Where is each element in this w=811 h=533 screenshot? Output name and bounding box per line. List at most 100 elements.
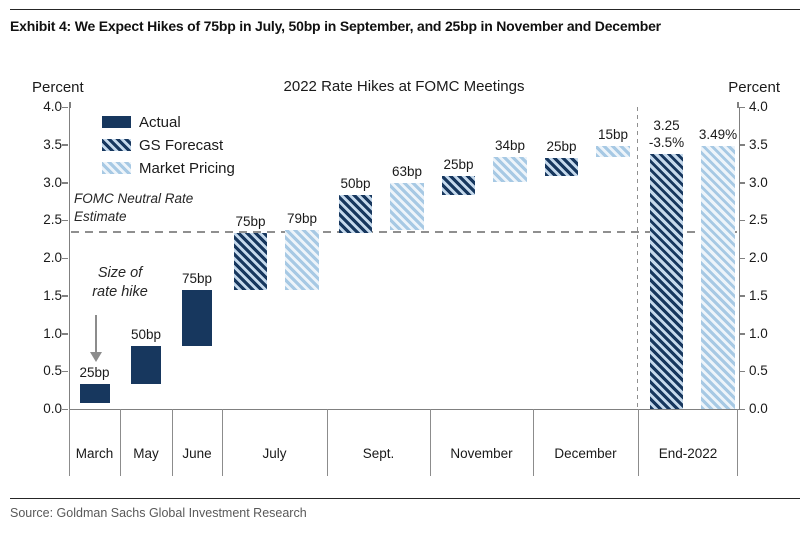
y-axis-tick-label: 1.0 bbox=[749, 325, 768, 341]
x-axis-label: May bbox=[133, 446, 159, 461]
y-axis-tick-right bbox=[739, 333, 745, 335]
y-axis-tick-left bbox=[62, 408, 68, 410]
bar-value-label: 50bp bbox=[340, 176, 371, 192]
bar-value-label: 34bp bbox=[494, 137, 526, 153]
bar-november-market bbox=[493, 156, 527, 183]
bar-end-2022-gs bbox=[650, 153, 683, 409]
y-axis-tick-label: 0.0 bbox=[43, 401, 62, 416]
bar-end-2022-market bbox=[701, 145, 735, 409]
legend-label: Market Pricing bbox=[139, 159, 235, 177]
y-axis-unit-left: Percent bbox=[32, 79, 84, 96]
y-axis-tick-left bbox=[62, 257, 68, 259]
legend-swatch-icon bbox=[102, 116, 131, 128]
bar-december-gs bbox=[545, 157, 578, 177]
y-axis-tick-left bbox=[62, 370, 68, 373]
legend-swatch-icon bbox=[102, 162, 131, 174]
chart-title: 2022 Rate Hikes at FOMC Meetings bbox=[283, 78, 525, 95]
bar-value-label: 25bp bbox=[546, 138, 577, 154]
left-axis-top-stub bbox=[69, 102, 71, 108]
right-axis-top-stub bbox=[737, 102, 739, 108]
y-axis-tick-left bbox=[62, 144, 68, 146]
y-axis-tick-label: 3.5 bbox=[749, 136, 768, 152]
y-axis-tick-right bbox=[739, 370, 745, 373]
y-axis-tick-right bbox=[739, 106, 745, 108]
bar-value-label: 15bp bbox=[597, 126, 629, 142]
legend-item-actual: Actual bbox=[102, 113, 235, 131]
y-axis-unit-right: Percent bbox=[728, 79, 780, 96]
size-of-rate-hike-annotation: Size of rate hike bbox=[92, 265, 148, 300]
bar-march bbox=[79, 384, 110, 403]
exhibit-title: Exhibit 4: We Expect Hikes of 75bp in Ju… bbox=[10, 18, 661, 34]
y-axis-tick-left bbox=[62, 182, 68, 184]
bar-value-label: 75bp bbox=[181, 270, 213, 286]
legend-label: Actual bbox=[139, 113, 181, 131]
neutral-rate-line bbox=[71, 230, 737, 233]
bottom-rule bbox=[10, 498, 800, 499]
x-axis-label: March bbox=[75, 446, 114, 461]
x-axis-category-separator bbox=[171, 409, 173, 476]
bar-value-label: 25bp bbox=[443, 157, 474, 173]
x-axis-category-separator bbox=[326, 409, 328, 476]
bar-value-label: 75bp bbox=[235, 214, 266, 230]
bar-value-label: 50bp bbox=[130, 327, 162, 343]
neutral-rate-annotation: FOMC Neutral Rate Estimate bbox=[74, 191, 194, 224]
y-axis-tick-label: 4.0 bbox=[43, 99, 62, 114]
y-axis-tick-right bbox=[739, 182, 745, 184]
source-text: Source: Goldman Sachs Global Investment … bbox=[10, 506, 307, 520]
legend-item-market-pricing: Market Pricing bbox=[102, 159, 235, 177]
annotation-arrow-icon bbox=[90, 352, 102, 362]
x-axis-label: July bbox=[262, 446, 287, 461]
x-axis-category-separator bbox=[68, 409, 70, 476]
y-axis-tick-right bbox=[739, 219, 745, 222]
y-axis-tick-left bbox=[62, 106, 68, 108]
legend: Actual GS Forecast Market Pricing bbox=[102, 113, 235, 177]
legend-item-gs-forecast: GS Forecast bbox=[102, 136, 235, 154]
bar-june bbox=[182, 289, 212, 347]
y-axis-tick-label: 4.0 bbox=[749, 99, 768, 114]
x-axis-category-separator bbox=[737, 409, 738, 476]
y-axis-tick-right bbox=[739, 295, 745, 297]
y-axis-tick-label: 0.0 bbox=[749, 401, 768, 416]
y-axis-tick-label: 1.0 bbox=[43, 325, 62, 341]
x-axis-label: December bbox=[554, 446, 617, 461]
y-axis-tick-label: 2.5 bbox=[43, 212, 62, 228]
y-axis-tick-label: 2.0 bbox=[749, 250, 768, 265]
bar-value-label: 63bp bbox=[391, 163, 423, 179]
legend-swatch-icon bbox=[102, 139, 131, 151]
bar-value-label: 3.25 -3.5% bbox=[648, 117, 685, 150]
x-axis-label: November bbox=[450, 446, 513, 461]
legend-label: GS Forecast bbox=[139, 136, 224, 154]
bar-value-label: 25bp bbox=[79, 365, 110, 381]
bar-value-label: 3.49% bbox=[698, 126, 738, 142]
y-axis-tick-label: 1.5 bbox=[749, 287, 768, 303]
bar-value-label: 79bp bbox=[286, 211, 318, 227]
x-axis-category-separator bbox=[429, 409, 431, 476]
top-rule bbox=[10, 9, 800, 10]
y-axis-tick-label: 3.5 bbox=[43, 136, 62, 152]
y-axis-tick-label: 1.5 bbox=[43, 287, 62, 303]
bar-july-gs bbox=[234, 233, 267, 290]
y-axis-tick-left bbox=[62, 333, 68, 335]
y-axis-tick-left bbox=[62, 219, 68, 222]
y-axis-tick-right bbox=[739, 144, 745, 146]
y-axis-tick-label: 3.0 bbox=[749, 174, 768, 190]
bar-july-market bbox=[285, 230, 319, 290]
y-axis-tick-label: 0.5 bbox=[749, 363, 768, 379]
x-axis-category-separator bbox=[221, 409, 223, 476]
bar-may bbox=[131, 346, 161, 385]
bar-december-market bbox=[596, 145, 630, 157]
end-2022-dashed-separator bbox=[637, 107, 638, 409]
bar-sept--market bbox=[390, 182, 424, 231]
x-axis-category-separator bbox=[637, 409, 639, 476]
y-axis-tick-left bbox=[62, 295, 68, 297]
y-axis-tick-label: 2.0 bbox=[43, 250, 62, 265]
x-axis-label: End-2022 bbox=[658, 446, 718, 461]
x-axis-label: June bbox=[182, 446, 212, 461]
annotation-arrow-line bbox=[95, 315, 97, 353]
y-axis-tick-right bbox=[739, 257, 745, 259]
bar-november-gs bbox=[442, 176, 475, 196]
x-axis-label: Sept. bbox=[362, 446, 395, 461]
bar-sept--gs bbox=[339, 195, 372, 234]
